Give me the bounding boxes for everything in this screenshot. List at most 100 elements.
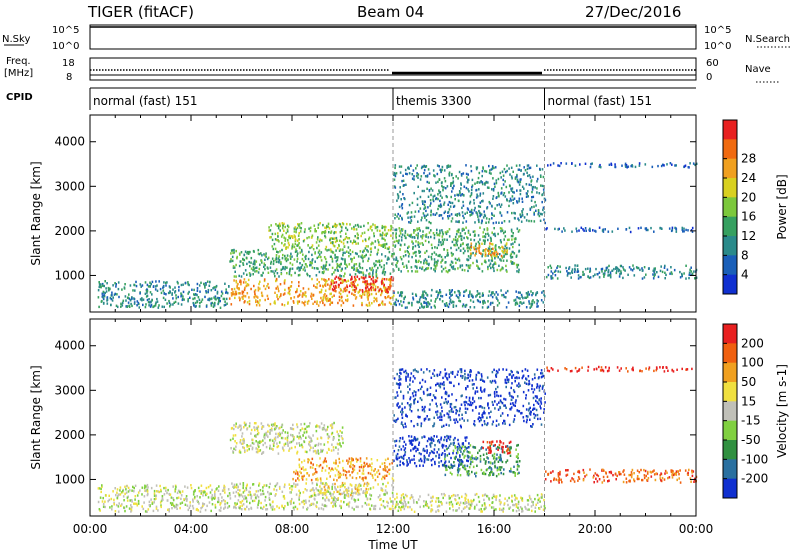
data-cell	[467, 243, 469, 246]
data-cell	[339, 223, 342, 226]
data-cell	[582, 228, 584, 231]
data-cell	[549, 163, 552, 167]
data-cell	[413, 251, 416, 254]
data-cell	[252, 249, 255, 253]
data-cell	[260, 440, 263, 443]
data-cell	[184, 485, 186, 488]
freq-panel	[89, 57, 697, 81]
data-cell	[486, 207, 488, 210]
data-cell	[316, 450, 318, 453]
data-cell	[424, 200, 426, 203]
data-cell	[620, 270, 622, 273]
data-cell	[374, 278, 377, 282]
data-cell	[435, 454, 437, 458]
data-cell	[419, 266, 421, 270]
data-cell	[102, 496, 104, 500]
data-cell	[611, 230, 614, 233]
data-cell	[683, 165, 686, 168]
data-cell	[258, 282, 260, 286]
data-cell	[441, 229, 443, 232]
data-cell	[220, 506, 222, 509]
data-cell	[537, 209, 540, 212]
data-cell	[253, 284, 255, 288]
data-cell	[240, 251, 243, 254]
data-cell	[334, 287, 336, 290]
data-cell	[317, 267, 319, 270]
data-cell	[347, 251, 350, 254]
data-cell	[347, 492, 350, 496]
data-cell	[97, 296, 100, 299]
data-cell	[499, 466, 501, 469]
data-cell	[178, 289, 180, 292]
data-cell	[325, 460, 327, 463]
data-cell	[137, 491, 140, 494]
data-cell	[601, 229, 604, 232]
data-cell	[212, 287, 214, 290]
data-cell	[374, 473, 376, 476]
data-cell	[510, 166, 513, 169]
data-cell	[441, 446, 444, 449]
data-cell	[342, 469, 345, 472]
data-cell	[461, 305, 464, 308]
data-cell	[429, 438, 431, 441]
data-cell	[447, 165, 450, 168]
data-cell	[350, 257, 352, 261]
data-cell	[316, 483, 318, 487]
data-cell	[315, 470, 317, 473]
data-cell	[364, 247, 367, 250]
data-cell	[272, 505, 274, 508]
data-cell	[550, 275, 552, 278]
data-cell	[499, 253, 501, 256]
data-cell	[192, 493, 195, 496]
data-cell	[478, 209, 480, 213]
data-cell	[294, 445, 296, 449]
data-cell	[297, 477, 299, 480]
data-cell	[334, 496, 336, 500]
data-cell	[326, 489, 328, 492]
data-cell	[127, 296, 129, 300]
data-cell	[386, 491, 388, 494]
data-cell	[457, 230, 460, 234]
data-cell	[440, 453, 443, 456]
data-cell	[139, 298, 142, 301]
data-cell	[318, 425, 321, 428]
data-cell	[448, 200, 451, 204]
data-cell	[186, 498, 188, 501]
data-cell	[310, 437, 312, 440]
data-cell	[550, 270, 553, 273]
data-cell	[423, 461, 426, 464]
data-cell	[305, 478, 308, 481]
data-cell	[112, 284, 114, 287]
data-cell	[468, 446, 470, 449]
data-cell	[299, 429, 302, 432]
data-cell	[337, 256, 339, 259]
data-cell	[439, 298, 441, 301]
data-cell	[310, 494, 313, 498]
data-cell	[489, 444, 491, 447]
data-cell	[346, 459, 348, 462]
data-cell	[247, 252, 250, 255]
data-cell	[316, 477, 319, 480]
data-cell	[234, 290, 237, 294]
data-cell	[277, 298, 279, 301]
data-cell	[298, 232, 300, 235]
data-cell	[206, 504, 208, 508]
data-cell	[183, 298, 185, 301]
data-cell	[133, 302, 136, 305]
data-cell	[339, 429, 341, 433]
data-cell	[436, 451, 438, 454]
data-cell	[495, 447, 498, 450]
data-cell	[241, 508, 243, 511]
data-cell	[194, 495, 196, 499]
data-cell	[470, 169, 473, 173]
data-cell	[568, 266, 571, 269]
data-cell	[414, 439, 417, 442]
data-cell	[184, 503, 187, 506]
data-cell	[155, 285, 157, 288]
data-cell	[303, 440, 306, 444]
data-cell	[322, 267, 324, 270]
data-cell	[367, 245, 369, 248]
data-cell	[490, 266, 492, 270]
data-cell	[230, 249, 233, 252]
data-cell	[365, 494, 367, 497]
